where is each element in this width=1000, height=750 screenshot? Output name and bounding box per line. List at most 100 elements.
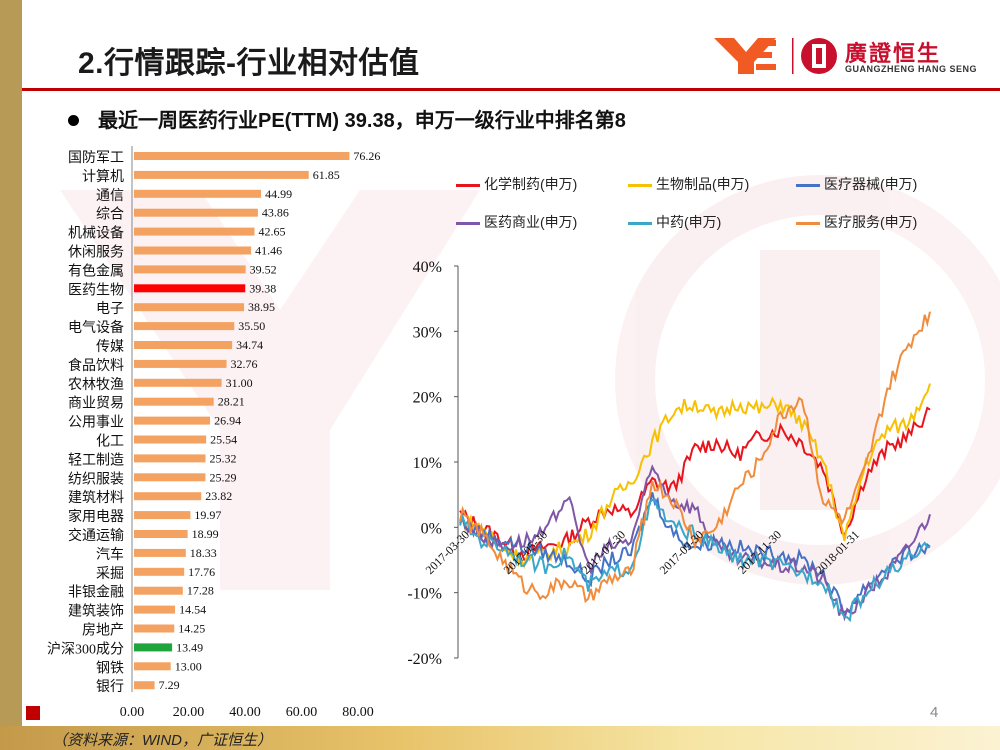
left-accent-bar xyxy=(0,0,22,750)
source-note: （资料来源：WIND，广证恒生） xyxy=(52,732,272,749)
bar-8 xyxy=(134,303,245,312)
bar-19 xyxy=(134,511,191,520)
bar-1 xyxy=(134,170,309,179)
ye-logo-icon xyxy=(714,38,776,74)
bar-value-label: 19.97 xyxy=(194,508,221,522)
bar-value-label: 44.99 xyxy=(265,187,292,201)
bar-4 xyxy=(134,227,255,236)
bar-value-label: 41.46 xyxy=(255,244,282,258)
bar-category-label: 化工 xyxy=(96,434,124,450)
bar-value-label: 35.50 xyxy=(238,319,265,333)
bar-18 xyxy=(134,492,202,501)
bar-21 xyxy=(134,548,186,557)
bar-value-label: 38.95 xyxy=(248,300,275,314)
line-y-tick-label: -10% xyxy=(407,586,442,603)
bar-23 xyxy=(134,586,183,595)
bar-value-label: 25.29 xyxy=(209,470,236,484)
bar-category-label: 电气设备 xyxy=(68,319,124,336)
line-y-tick-label: 0% xyxy=(421,520,442,537)
bar-value-label: 18.33 xyxy=(190,546,217,560)
bullet-icon xyxy=(68,115,79,126)
bar-17 xyxy=(134,473,206,482)
series-line-4 xyxy=(459,498,931,623)
bar-14 xyxy=(134,416,211,425)
bar-value-label: 32.76 xyxy=(231,357,258,371)
bar-7 xyxy=(134,284,246,293)
line-y-tick-label: -20% xyxy=(407,651,442,668)
page-number: 4 xyxy=(930,704,939,721)
bar-category-label: 建筑装饰 xyxy=(68,604,124,620)
legend-item: 生物制品(申万) xyxy=(628,174,749,194)
bar-category-label: 休闲服务 xyxy=(68,245,124,261)
bar-0 xyxy=(134,152,350,160)
seal-icon xyxy=(801,38,837,74)
bar-x-tick: 40.00 xyxy=(229,705,261,720)
bar-category-label: 电子 xyxy=(96,301,124,317)
series-line-0 xyxy=(459,406,931,561)
legend-item: 医药商业(申万) xyxy=(456,212,577,232)
bar-category-label: 沪深300成分 xyxy=(47,641,124,657)
bar-6 xyxy=(134,265,246,274)
bar-9 xyxy=(134,322,235,331)
bar-category-label: 农林牧渔 xyxy=(68,377,124,393)
bar-value-label: 13.49 xyxy=(176,640,203,654)
bar-25 xyxy=(134,624,175,633)
legend-swatch xyxy=(796,221,820,225)
bar-5 xyxy=(134,246,252,255)
bar-category-label: 汽车 xyxy=(96,546,124,563)
bar-category-label: 采掘 xyxy=(96,566,124,582)
bar-category-label: 纺织服装 xyxy=(68,471,124,487)
bar-category-label: 机械设备 xyxy=(68,225,124,242)
bar-category-label: 食品饮料 xyxy=(68,357,124,374)
bar-category-label: 房地产 xyxy=(82,623,124,639)
legend-swatch xyxy=(628,221,652,225)
legend-swatch xyxy=(456,183,480,187)
bar-value-label: 17.28 xyxy=(187,584,214,598)
bar-13 xyxy=(134,397,214,406)
logo-name-en: GUANGZHENG HANG SENG xyxy=(845,64,978,74)
legend-label: 医疗服务(申万) xyxy=(824,214,918,230)
bar-value-label: 42.65 xyxy=(258,225,285,239)
bar-category-label: 钢铁 xyxy=(96,660,124,676)
bar-category-label: 非银金融 xyxy=(68,585,124,601)
bar-category-label: 公用事业 xyxy=(68,415,124,431)
bar-category-label: 国防军工 xyxy=(68,150,124,166)
line-x-tick-label: 2018-01-31 xyxy=(813,528,862,577)
legend-label: 医疗器械(申万) xyxy=(824,176,918,192)
bar-category-label: 综合 xyxy=(96,207,124,223)
bar-28 xyxy=(134,681,155,690)
series-line-5 xyxy=(459,311,931,604)
title-divider xyxy=(22,88,1000,91)
subsector-return-line-chart: 40%30%20%10%0%-10%-20% 2017-03-30 2017-05… xyxy=(407,259,931,668)
legend-item: 医疗器械(申万) xyxy=(796,174,917,194)
line-y-tick-label: 30% xyxy=(413,324,442,341)
series-line-1 xyxy=(459,383,931,569)
footer-marker xyxy=(26,706,40,720)
logo-name-cn: 廣證恒生 xyxy=(845,41,942,66)
bar-value-label: 18.99 xyxy=(192,527,219,541)
bar-3 xyxy=(134,208,258,217)
bar-value-label: 7.29 xyxy=(159,678,180,692)
bar-value-label: 14.25 xyxy=(178,622,205,636)
legend-swatch xyxy=(456,221,480,225)
bar-2 xyxy=(134,189,262,198)
bar-value-label: 25.32 xyxy=(210,451,237,465)
bar-category-label: 传媒 xyxy=(96,339,124,355)
line-y-tick-label: 40% xyxy=(413,259,442,276)
bar-x-tick: 0.00 xyxy=(120,705,145,720)
bar-value-label: 43.86 xyxy=(262,206,289,220)
bar-value-label: 13.00 xyxy=(175,659,202,673)
bar-16 xyxy=(134,454,206,463)
bar-value-label: 76.26 xyxy=(353,149,380,163)
legend-label: 化学制药(申万) xyxy=(484,176,578,192)
footer-bar xyxy=(0,726,1000,750)
bar-category-label: 交通运输 xyxy=(68,527,124,544)
bar-value-label: 39.52 xyxy=(250,262,277,276)
bar-category-label: 银行 xyxy=(96,679,124,695)
bar-category-label: 商业贸易 xyxy=(68,396,124,412)
legend-swatch xyxy=(796,183,820,187)
bar-value-label: 26.94 xyxy=(214,414,241,428)
bar-category-label: 家用电器 xyxy=(68,508,124,525)
bar-value-label: 14.54 xyxy=(179,603,206,617)
bar-x-tick: 20.00 xyxy=(173,705,205,720)
